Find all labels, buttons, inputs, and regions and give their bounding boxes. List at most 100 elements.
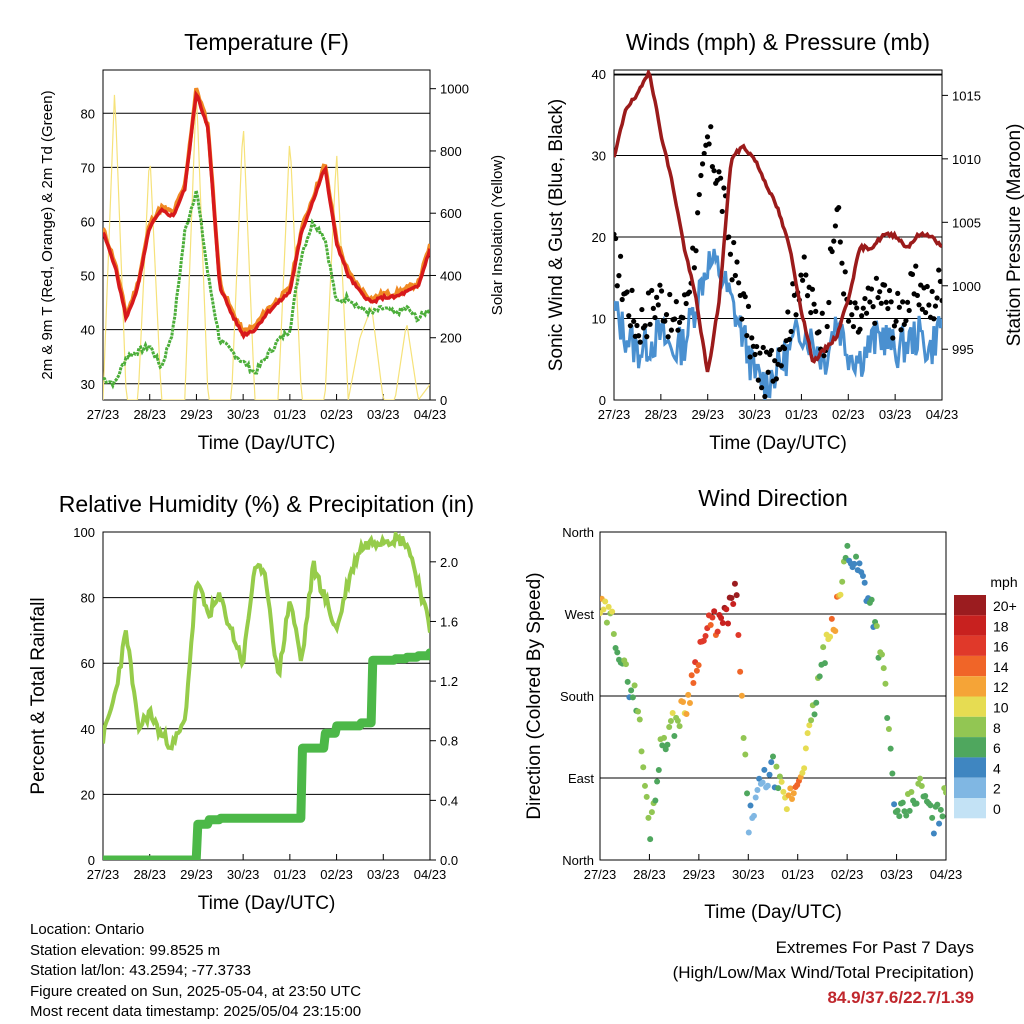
gust-point bbox=[759, 385, 765, 391]
gust-point bbox=[696, 191, 702, 198]
dir-point bbox=[903, 812, 910, 819]
dir-point bbox=[770, 753, 776, 760]
gust-point bbox=[868, 286, 875, 292]
gust-point bbox=[727, 251, 734, 257]
gust-point bbox=[919, 306, 925, 312]
dir-point bbox=[878, 651, 885, 658]
dir-point bbox=[643, 793, 650, 800]
gust-point bbox=[755, 377, 761, 383]
created-text: Figure created on Sun, 2025-05-04, at 23… bbox=[30, 982, 362, 1000]
wind-y2-tick-label: 1000 bbox=[952, 279, 981, 294]
dir-point bbox=[693, 667, 700, 674]
gust-point bbox=[875, 294, 881, 301]
extremes-box: Extremes For Past 7 Days (High/Low/Max W… bbox=[673, 935, 974, 1010]
dir-point bbox=[861, 579, 868, 586]
gust-point bbox=[914, 292, 921, 299]
temp-title: Temperature (F) bbox=[184, 29, 349, 55]
extremes-subtitle: (High/Low/Max Wind/Total Precipitation) bbox=[672, 963, 974, 982]
dir-point bbox=[851, 560, 858, 567]
dir-point bbox=[891, 801, 898, 808]
gust-point bbox=[672, 316, 678, 322]
speed-legend-swatch bbox=[954, 696, 986, 717]
dir-point bbox=[624, 678, 631, 685]
gust-point bbox=[809, 286, 816, 292]
dir-point bbox=[752, 794, 759, 801]
dir-point bbox=[747, 802, 754, 809]
temp-y2-tick-label: 200 bbox=[440, 331, 462, 346]
dir-point bbox=[719, 620, 726, 627]
dir-point bbox=[882, 680, 889, 687]
gust-point bbox=[903, 318, 909, 324]
temp-x-tick-label: 01/23 bbox=[274, 407, 307, 422]
dir-point bbox=[733, 592, 740, 599]
dir-point bbox=[761, 766, 768, 773]
gust-point bbox=[939, 297, 942, 304]
gust-point bbox=[699, 161, 706, 167]
wind-y2-tick-label: 995 bbox=[952, 342, 974, 357]
gust-point bbox=[923, 309, 929, 316]
temp-y-tick-label: 70 bbox=[81, 160, 95, 175]
wind-x-tick-label: 28/23 bbox=[645, 407, 678, 422]
gust-point bbox=[785, 309, 791, 315]
gust-point bbox=[913, 263, 919, 269]
speed-legend-swatch bbox=[954, 777, 986, 798]
gust-point bbox=[668, 327, 675, 333]
gust-point bbox=[736, 280, 742, 286]
dir-point bbox=[929, 814, 936, 821]
speed-legend-label: 4 bbox=[993, 760, 1001, 776]
dir-point bbox=[839, 578, 846, 585]
dir-point bbox=[674, 717, 681, 724]
temp-y2-tick-label: 600 bbox=[440, 206, 462, 221]
gust-point bbox=[636, 333, 642, 339]
dir-point bbox=[750, 812, 757, 819]
rh-y2-tick-label: 0.0 bbox=[440, 853, 458, 868]
gust-point bbox=[888, 299, 894, 305]
gust-point bbox=[701, 150, 707, 157]
temp-y-tick-label: 40 bbox=[81, 323, 95, 338]
rh-y2-tick-label: 0.8 bbox=[440, 734, 458, 749]
temp-y2-tick-label: 0 bbox=[440, 393, 447, 408]
gust-point bbox=[872, 320, 878, 326]
temp-ylabel: 2m & 9m T (Red, Orange) & 2m Td (Green) bbox=[39, 90, 56, 379]
gust-point bbox=[754, 343, 760, 350]
dir-point bbox=[609, 608, 616, 615]
rh-y2-tick-label: 0.4 bbox=[440, 793, 458, 808]
dir-point bbox=[913, 800, 920, 807]
gust-point bbox=[716, 169, 722, 175]
temp-series-group bbox=[103, 87, 430, 400]
dir-y-tick-label: West bbox=[565, 607, 595, 622]
dir-point bbox=[645, 814, 652, 821]
gust-point bbox=[793, 312, 799, 318]
gust-point bbox=[800, 277, 806, 283]
gust-point bbox=[614, 235, 619, 242]
dir-y-tick-label: South bbox=[560, 689, 594, 704]
speed-legend-label: 10 bbox=[993, 700, 1009, 716]
dir-point bbox=[686, 700, 693, 707]
dir-point bbox=[629, 694, 636, 701]
dir-point bbox=[603, 619, 610, 626]
dir-point bbox=[820, 644, 827, 651]
speed-legend-title: mph bbox=[990, 574, 1017, 590]
dir-point bbox=[759, 779, 766, 786]
dir-x-tick-label: 29/23 bbox=[683, 867, 716, 882]
wind-x-tick-label: 04/23 bbox=[926, 407, 959, 422]
speed-legend-label: 20+ bbox=[993, 598, 1017, 614]
gust-point bbox=[749, 335, 755, 341]
dir-point bbox=[887, 745, 894, 752]
gust-point bbox=[906, 307, 912, 314]
gust-point bbox=[819, 310, 825, 316]
speed-legend-label: 0 bbox=[993, 801, 1001, 817]
gust-point bbox=[695, 210, 701, 216]
wind-y-tick-label: 20 bbox=[592, 230, 606, 245]
gust-point bbox=[882, 282, 888, 288]
gust-point bbox=[644, 334, 650, 340]
dir-point bbox=[783, 806, 790, 813]
dir-point bbox=[666, 724, 673, 731]
gust-point bbox=[900, 299, 906, 305]
dir-point bbox=[804, 730, 811, 737]
gust-point bbox=[686, 289, 693, 295]
dir-point bbox=[821, 660, 828, 667]
dir-point bbox=[780, 788, 787, 795]
dir-point bbox=[600, 606, 607, 613]
